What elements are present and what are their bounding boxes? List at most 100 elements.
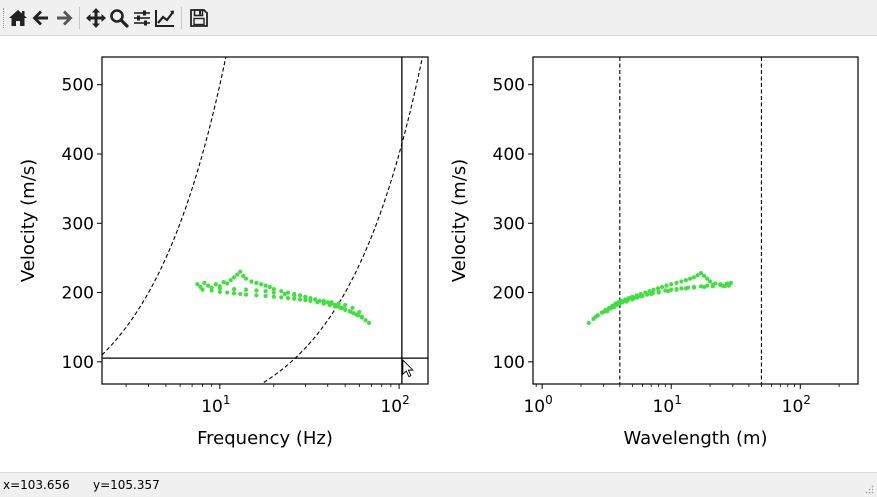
data-point	[674, 280, 679, 285]
size-grip-icon[interactable]	[864, 484, 874, 494]
floppy-disk-icon	[190, 9, 208, 27]
data-point	[683, 286, 689, 291]
data-point	[259, 282, 264, 287]
data-point	[231, 286, 237, 292]
data-point	[640, 293, 645, 299]
plot-data-layer	[586, 57, 762, 384]
data-point	[225, 290, 230, 295]
data-point	[243, 287, 249, 292]
zoom-button[interactable]	[107, 6, 131, 30]
data-point	[292, 293, 297, 298]
data-point	[644, 292, 650, 297]
data-point	[674, 287, 679, 292]
x-tick-label: 100	[523, 393, 552, 417]
data-point	[235, 272, 240, 277]
pan-button[interactable]	[84, 6, 108, 30]
figure-canvas[interactable]: 100 200 300 400 500 101 102 Frequency (Hz) Veloc…	[0, 36, 877, 472]
data-point	[231, 291, 237, 296]
data-point	[263, 283, 268, 288]
data-point	[308, 298, 313, 303]
data-point	[271, 290, 276, 295]
data-point	[217, 289, 222, 294]
x-tick-exponent: 2	[803, 393, 811, 407]
y-tick-label: 100	[62, 353, 94, 373]
data-point	[338, 305, 343, 310]
toolbar-grip[interactable]	[3, 8, 6, 28]
move-icon	[86, 8, 106, 28]
data-point	[217, 286, 222, 291]
data-point	[292, 296, 297, 301]
data-point	[243, 292, 249, 297]
x-tick-label: 102	[380, 393, 409, 417]
data-point	[231, 275, 237, 280]
data-point	[329, 300, 334, 305]
y-tick-label: 500	[62, 76, 94, 96]
data-point	[321, 298, 326, 303]
y-tick-label: 300	[493, 214, 525, 234]
data-point	[630, 297, 635, 302]
data-point	[228, 277, 233, 283]
data-point	[202, 280, 207, 285]
x-tick-exponent: 0	[545, 393, 553, 407]
data-point	[213, 282, 218, 287]
data-point	[679, 286, 684, 291]
data-point	[225, 281, 230, 286]
data-point	[363, 318, 368, 323]
y-tick-label: 300	[62, 214, 94, 234]
dashed-curve	[260, 57, 423, 384]
data-point	[359, 314, 364, 319]
data-point	[366, 320, 372, 326]
data-point	[285, 295, 291, 301]
data-point	[702, 273, 707, 279]
data-point	[586, 320, 591, 326]
data-point	[691, 275, 697, 280]
axes-frame	[532, 56, 859, 385]
data-point	[282, 291, 287, 297]
data-point	[683, 277, 689, 283]
data-point	[710, 284, 715, 289]
data-point	[209, 288, 214, 293]
data-point	[656, 290, 661, 295]
data-point	[698, 284, 704, 289]
forward-button[interactable]	[52, 6, 76, 30]
data-point	[655, 286, 661, 291]
data-point	[707, 279, 713, 284]
data-point	[238, 291, 243, 297]
data-point	[664, 283, 669, 288]
home-button[interactable]	[6, 6, 30, 30]
y-tick-label: 400	[493, 145, 525, 165]
y-tick-label: 200	[62, 284, 94, 304]
data-point	[333, 304, 338, 309]
back-button[interactable]	[29, 6, 53, 30]
data-point	[285, 290, 291, 295]
data-point	[705, 276, 710, 281]
x-tick-exponent: 1	[674, 393, 682, 407]
data-point	[254, 288, 259, 293]
configure-subplots-button[interactable]	[130, 6, 154, 30]
home-icon	[9, 10, 27, 26]
toolbar-separator	[79, 7, 80, 29]
data-point	[343, 307, 348, 312]
subplot-1: 100 200 300 400 500 101 102 Frequency (Hz) Veloc…	[18, 56, 429, 449]
data-point	[593, 314, 598, 319]
y-axis-label: Velocity (m/s)	[18, 159, 39, 282]
dashed-curve	[102, 57, 227, 356]
x-tick-exponent: 1	[223, 393, 231, 407]
save-button[interactable]	[187, 6, 211, 30]
data-point	[702, 284, 707, 290]
data-point	[267, 284, 272, 290]
data-point	[691, 285, 697, 290]
data-point	[279, 289, 284, 294]
edit-axes-button[interactable]	[153, 6, 177, 30]
data-point	[659, 284, 665, 290]
data-point	[241, 273, 246, 279]
data-point	[724, 281, 729, 286]
data-point	[669, 282, 674, 287]
status-bar: x=103.656 y=105.357	[0, 472, 877, 497]
data-point	[254, 293, 259, 298]
toolbar	[0, 0, 877, 36]
x-tick-label: 102	[782, 393, 811, 417]
sliders-icon	[134, 10, 150, 26]
